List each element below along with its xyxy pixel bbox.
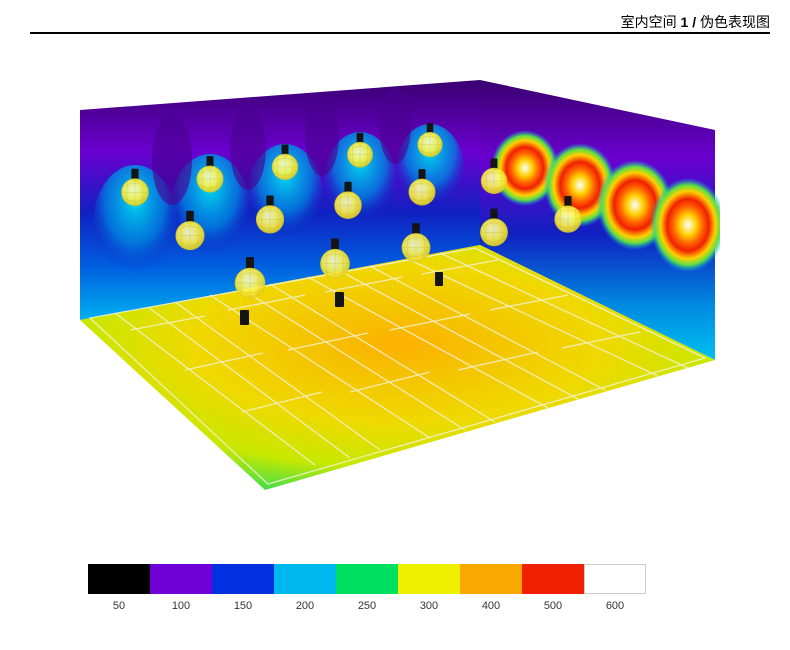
legend-item: 300 bbox=[398, 564, 460, 612]
legend-item: 100 bbox=[150, 564, 212, 612]
title-prefix: 室内空间 bbox=[621, 14, 681, 30]
legend-label: 500 bbox=[522, 600, 584, 612]
legend-swatch bbox=[212, 564, 274, 594]
legend-item: 150 bbox=[212, 564, 274, 612]
scene-svg bbox=[60, 70, 720, 500]
legend-item: 500 bbox=[522, 564, 584, 612]
legend-label: 150 bbox=[212, 600, 274, 612]
legend-swatch bbox=[460, 564, 522, 594]
legend-label: 250 bbox=[336, 600, 398, 612]
title-bold: 1 / bbox=[681, 14, 700, 30]
legend-label: 200 bbox=[274, 600, 336, 612]
page-title: 室内空间 1 / 伪色表现图 bbox=[621, 12, 770, 32]
legend-swatch bbox=[584, 564, 646, 594]
legend-swatch bbox=[336, 564, 398, 594]
color-legend: 50100150200250300400500600 bbox=[88, 564, 646, 612]
legend-label: 300 bbox=[398, 600, 460, 612]
legend-item: 400 bbox=[460, 564, 522, 612]
legend-label: 400 bbox=[460, 600, 522, 612]
legend-swatch bbox=[522, 564, 584, 594]
legend-label: 100 bbox=[150, 600, 212, 612]
legend-item: 600 bbox=[584, 564, 646, 612]
legend-swatch bbox=[150, 564, 212, 594]
legend-label: 50 bbox=[88, 600, 150, 612]
legend-item: 200 bbox=[274, 564, 336, 612]
legend-item: 250 bbox=[336, 564, 398, 612]
legend-swatch bbox=[398, 564, 460, 594]
legend-swatch bbox=[88, 564, 150, 594]
false-color-heatmap-scene bbox=[60, 70, 720, 500]
legend-label: 600 bbox=[584, 600, 646, 612]
title-suffix: 伪色表现图 bbox=[700, 14, 770, 30]
legend-swatch bbox=[274, 564, 336, 594]
legend-item: 50 bbox=[88, 564, 150, 612]
header-divider bbox=[30, 32, 770, 34]
